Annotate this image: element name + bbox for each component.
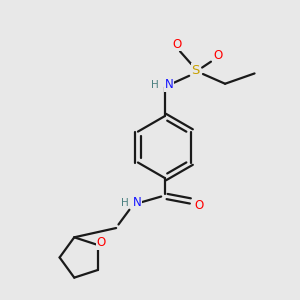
Text: S: S	[191, 64, 200, 77]
Text: O: O	[97, 236, 106, 249]
Text: N: N	[132, 196, 141, 209]
Text: H: H	[152, 80, 159, 90]
Text: O: O	[172, 38, 181, 50]
Text: O: O	[213, 49, 222, 62]
Text: O: O	[194, 200, 204, 212]
Text: H: H	[121, 198, 129, 208]
Text: N: N	[165, 78, 173, 92]
